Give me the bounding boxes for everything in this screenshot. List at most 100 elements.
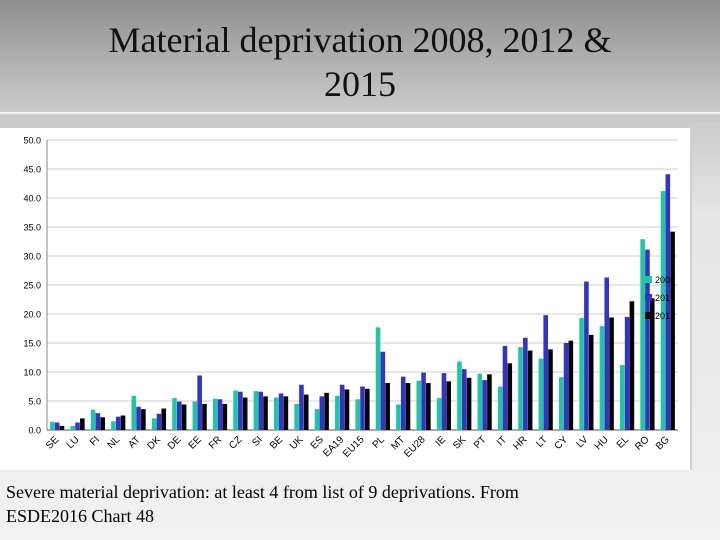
y-tick-label: 50.0 [23, 136, 41, 146]
bar-2015-AT [141, 409, 146, 430]
bar-2012-DK [156, 413, 162, 430]
bar-2008-CY [558, 377, 564, 430]
bar-2015-FI [100, 417, 105, 430]
bar-2008-NL [111, 421, 116, 430]
bar-2008-CZ [233, 390, 238, 430]
slide-caption: Severe material deprivation: at least 4 … [6, 480, 706, 528]
x-tick-label: HU [593, 434, 611, 452]
x-tick-label: BE [268, 434, 285, 451]
bar-2008-BE [273, 397, 279, 430]
x-tick-label: EL [615, 434, 632, 451]
y-tick-label: 30.0 [23, 252, 41, 262]
bar-2008-LV [579, 318, 584, 430]
x-tick-label: SI [250, 434, 264, 448]
bar-2012-EU15 [360, 386, 365, 430]
x-tick-label: RO [633, 434, 652, 453]
y-tick-label: 10.0 [23, 368, 41, 378]
bar-2012-RO [645, 249, 650, 430]
bar-2008-PL [375, 327, 381, 430]
x-tick-label: FI [88, 434, 102, 448]
bar-2015-SE [59, 425, 65, 430]
bar-2015-LT [548, 349, 553, 430]
x-tick-label: IE [434, 434, 449, 449]
bar-2008-BG [660, 191, 666, 430]
bar-2008-EA19 [335, 395, 340, 430]
bar-2008-EU15 [355, 399, 360, 430]
chart-area: 0.0 5.0 10.0 15.0 20.0 25.0 30.0 35.0 40.0 45.0 50… [0, 128, 690, 470]
bar-2008-HU [599, 326, 605, 430]
bar-2015-BG [670, 231, 675, 430]
x-tick-label: IT [495, 434, 509, 448]
legend-swatch-2008 [645, 276, 652, 283]
bar-2015-IT [507, 363, 513, 430]
bar-2012-EE [197, 375, 202, 430]
legend-swatch-2012 [645, 294, 652, 301]
y-tick-label: 45.0 [23, 165, 41, 175]
bar-2015-EU15 [365, 388, 370, 430]
bar-2008-AT [131, 395, 137, 430]
bar-2015-ES [324, 392, 329, 430]
title-divider [0, 112, 720, 116]
y-tick-label: 40.0 [23, 194, 41, 204]
slide-title: Material deprivation 2008, 2012 & 2015 [40, 18, 680, 106]
bar-2015-PT [487, 374, 492, 430]
x-tick-label: CZ [227, 434, 244, 451]
legend-label-2008: 2008 [655, 275, 675, 285]
bar-2015-PL [385, 383, 390, 430]
x-tick-label: DE [166, 434, 184, 452]
x-tick-label: NL [106, 434, 123, 451]
bar-2008-LU [70, 425, 76, 430]
legend-label-2012: 2012 [655, 293, 675, 303]
bar-2008-EU28 [416, 380, 422, 430]
bar-2015-FR [222, 403, 228, 430]
bar-2012-DE [177, 401, 182, 430]
bar-2015-UK [303, 394, 309, 430]
bar-2015-MT [405, 383, 411, 430]
bar-2015-HU [609, 317, 614, 430]
x-tick-label: LT [534, 434, 550, 450]
bar-chart: 0.0 5.0 10.0 15.0 20.0 25.0 30.0 35.0 40.0 45.0 50… [23, 136, 678, 460]
x-tick-label: EU15 [341, 434, 367, 460]
bar-2012-IE [441, 373, 447, 430]
bar-2015-DK [161, 408, 167, 430]
caption-line1: Severe material deprivation: at least 4 … [6, 482, 519, 502]
bar-2012-SI [258, 391, 264, 430]
legend-swatch-2015 [645, 312, 652, 319]
legend-label-2015: 2015 [655, 311, 675, 321]
bar-2012-EA19 [339, 384, 345, 430]
bar-2012-AT [136, 406, 141, 430]
bar-2015-HR [527, 350, 533, 430]
x-tick-label: AT [126, 434, 142, 450]
bar-2008-RO [640, 239, 645, 430]
bar-2008-LT [538, 358, 544, 430]
bar-2015-BE [283, 396, 289, 430]
y-tick-label: 20.0 [23, 310, 41, 320]
y-tick-label: 35.0 [23, 223, 41, 233]
bar-2008-SI [253, 391, 259, 430]
bar-2015-RO [649, 298, 655, 430]
bar-2012-FR [217, 399, 223, 430]
x-tick-label: LU [65, 434, 82, 451]
frame-line [690, 128, 692, 470]
bar-2015-EE [202, 403, 207, 430]
bar-2012-PT [482, 380, 487, 430]
y-tick-label: 25.0 [23, 281, 41, 291]
bar-2015-LU [80, 418, 85, 430]
x-tick-label: LV [575, 434, 591, 450]
caption-line2: ESDE2016 Chart 48 [6, 506, 154, 526]
bar-2012-BE [278, 393, 284, 430]
bar-2008-ES [314, 409, 320, 430]
bar-2012-ES [319, 396, 325, 430]
bar-2008-FI [90, 409, 96, 430]
bar-2015-SI [263, 396, 268, 430]
bar-2008-SE [50, 421, 55, 430]
bar-2015-SK [466, 377, 472, 430]
bar-2012-CZ [238, 391, 243, 430]
bar-2008-IE [436, 398, 442, 430]
bar-2012-MT [400, 376, 406, 430]
bar-2015-CZ [242, 397, 248, 430]
bar-2012-UK [299, 384, 304, 430]
bar-2012-BG [665, 174, 671, 430]
slide-title-line2: 2015 [324, 64, 396, 104]
x-tick-label: PT [472, 434, 489, 451]
